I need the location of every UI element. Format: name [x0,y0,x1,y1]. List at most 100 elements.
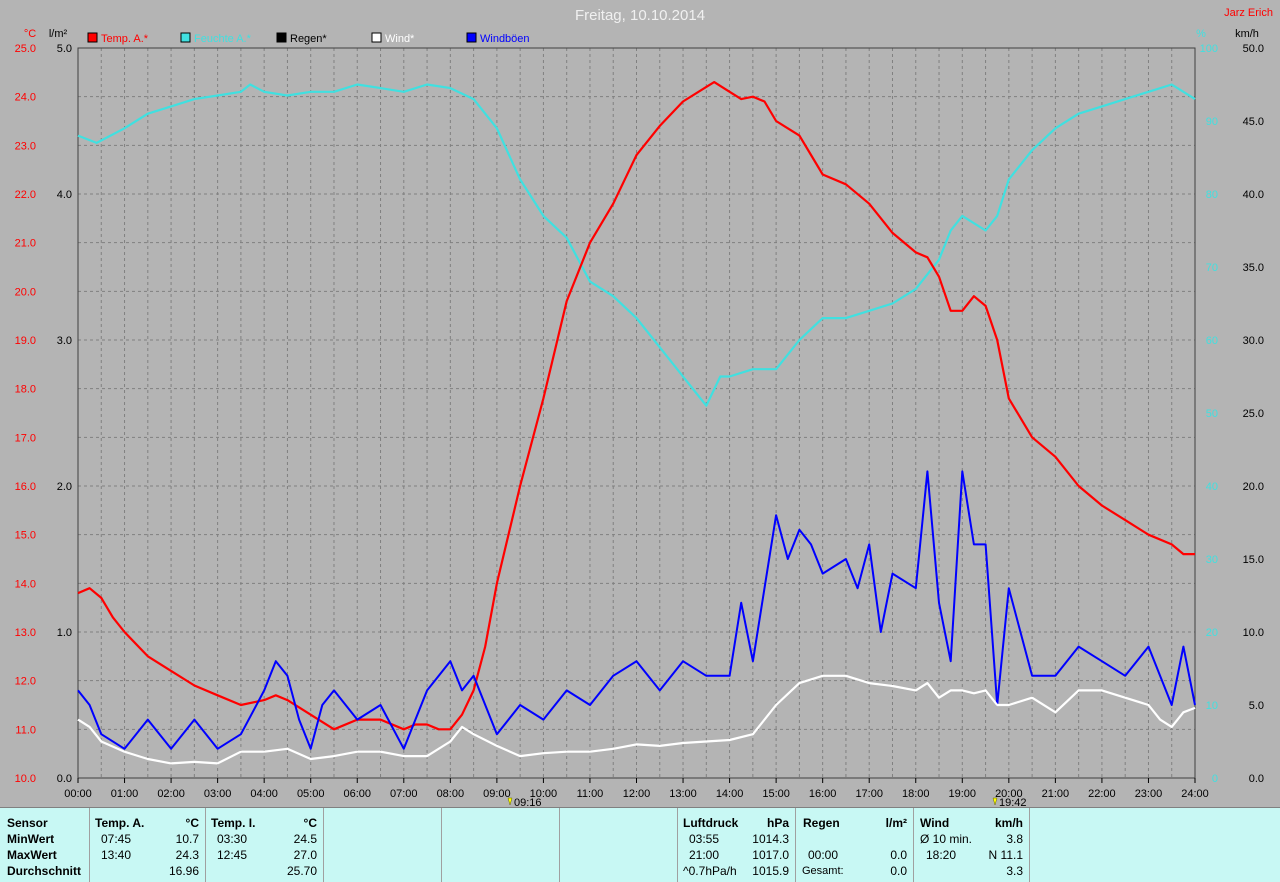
rain-unit-label: l/m² [49,28,68,40]
min-row-label: MinWert [7,832,55,846]
temp-axis-label: 25.0 [15,43,36,55]
temp-i-column: Temp. I. °C 03:30 24.5 12:45 27.0 25.70 [205,808,324,882]
temp-axis-label: 18.0 [15,384,36,396]
x-tick-label: 03:00 [204,788,232,800]
x-tick-label: 17:00 [855,788,883,800]
legend-label: Regen* [290,33,327,45]
rain-total-value: 0.0 [890,864,907,878]
x-tick-label: 19:00 [949,788,977,800]
humidity-axis-label: 80 [1206,189,1218,201]
legend-swatch [276,32,287,43]
x-tick-label: 00:00 [64,788,92,800]
x-tick-label: 08:00 [437,788,465,800]
sunrise-marker: 09:16 [507,797,542,807]
x-tick-label: 18:00 [902,788,930,800]
sunset-marker: 19:42 [992,797,1027,807]
humidity-unit-label: % [1196,28,1206,40]
x-tick-label: 04:00 [250,788,278,800]
x-tick-label: 22:00 [1088,788,1116,800]
pressure-min-value: 1014.3 [752,832,789,846]
temp-a-max-time: 13:40 [101,848,132,862]
humidity-axis-label: 30 [1206,554,1218,566]
wind-avg-value: 3.8 [1006,832,1023,846]
series-line-wind [77,674,1196,765]
legend-label: Wind* [385,33,415,45]
legend-swatch [87,32,98,43]
temp-axis-label: 14.0 [15,578,36,590]
max-row-label: MaxWert [7,848,57,862]
empty-column-1 [323,808,442,882]
pressure-max-value: 1017.0 [752,848,789,862]
temp-axis-label: 13.0 [15,627,36,639]
x-tick-label: 20:00 [995,788,1023,800]
x-tick-label: 16:00 [809,788,837,800]
wind-gust-value: N 11.1 [988,848,1023,862]
pressure-column: Luftdruck hPa 03:55 1014.3 21:00 1017.0 … [677,808,796,882]
temp-i-max-time: 12:45 [217,848,248,862]
chart-title: Freitag, 10.10.2014 [575,7,705,24]
empty-column-2 [441,808,560,882]
sensor-header: Sensor [7,816,48,830]
legend-swatch [180,32,191,43]
series-line-temp-a [77,80,1195,731]
wind-axis-label: 5.0 [1249,700,1264,712]
pressure-average: 1015.9 [752,864,789,878]
wind-mean-value: 3.3 [1006,864,1023,878]
wind-axis-label: 35.0 [1243,262,1264,274]
wind-axis-label: 25.0 [1243,408,1264,420]
humidity-axis-label: 40 [1206,481,1218,493]
rain-axis-label: 5.0 [57,43,72,55]
rain-axis-label: 2.0 [57,481,72,493]
rain-header: Regen [803,816,840,830]
temp-axis-label: 19.0 [15,335,36,347]
temp-axis-label: 24.0 [15,92,36,104]
rain-total-label: Gesamt: [802,865,844,877]
temp-i-unit: °C [303,816,317,830]
wind-axis-label: 40.0 [1243,189,1264,201]
legend-label: Windböen [480,33,530,45]
temp-a-header: Temp. A. [95,816,145,830]
pressure-header: Luftdruck [683,816,739,830]
chart-grid [77,47,1196,779]
temp-a-min-time: 07:45 [101,832,132,846]
humidity-axis-label: 10 [1206,700,1218,712]
temp-unit-label: °C [24,28,36,40]
temp-i-header: Temp. I. [211,816,256,830]
wind-gust-time: 18:20 [926,848,957,862]
x-tick-label: 14:00 [716,788,744,800]
x-tick-label: 09:00 [483,788,511,800]
rain-unit: l/m² [885,816,907,830]
temp-axis-label: 11.0 [15,724,36,736]
rain-value: 0.0 [890,848,907,862]
rain-column: Regen l/m² 00:00 0.0 Gesamt: 0.0 [795,808,914,882]
weather-chart: 10.0 11.0 12.0 13.0 14.0 15.0 16.0 17.0 18.0 19.0… [15,7,1273,807]
temp-axis-label: 15.0 [15,530,36,542]
rain-axis-label: 0.0 [57,773,72,785]
temp-axis-label: 22.0 [15,189,36,201]
humidity-axis-label: 60 [1206,335,1218,347]
x-tick-label: 23:00 [1135,788,1163,800]
temp-axis-label: 21.0 [15,238,36,250]
x-tick-label: 06:00 [343,788,371,800]
legend-label: Temp. A.* [101,33,149,45]
legend-swatch [371,32,382,43]
temp-a-unit: °C [185,816,199,830]
x-tick-label: 10:00 [530,788,558,800]
x-tick-label: 12:00 [623,788,651,800]
x-tick-label: 13:00 [669,788,697,800]
humidity-axis-label: 0 [1212,773,1218,785]
temp-i-average: 25.70 [286,864,317,878]
x-tick-label: 02:00 [157,788,185,800]
sensor-column: Sensor MinWert MaxWert Durchschnitt [0,808,90,882]
wind-axis-label: 20.0 [1243,481,1264,493]
temp-axis-label: 16.0 [15,481,36,493]
temp-i-min-time: 03:30 [217,832,248,846]
series-line-windböen [77,470,1196,750]
pressure-trend: ^0.7hPa/h [683,864,737,878]
temp-axis-label: 20.0 [15,286,36,298]
wind-column: Wind km/h Ø 10 min. 3.8 18:20 N 11.1 3.3 [913,808,1030,882]
temp-axis-label: 23.0 [15,140,36,152]
legend-swatch [466,32,477,43]
x-axis: 00:00 01:00 02:00 03:00 04:00 05:00 06:00 07:00… [64,778,1209,800]
wind-unit: km/h [994,816,1023,830]
